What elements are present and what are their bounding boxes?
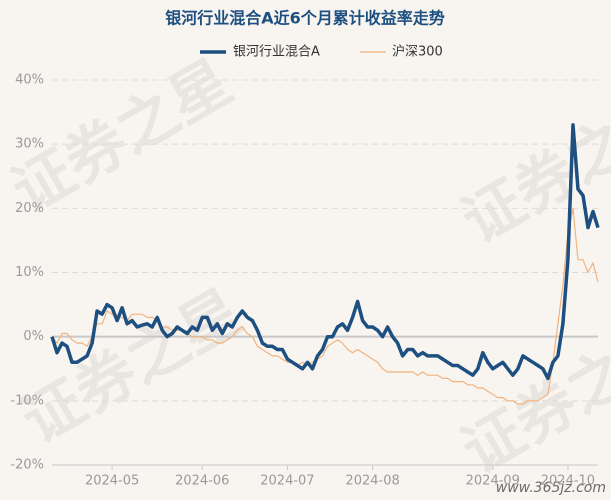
series-line	[50, 123, 600, 381]
y-tick-label: -20%	[10, 458, 44, 473]
y-tick-label: 10%	[15, 265, 44, 280]
x-tick-label: 2024-05	[85, 474, 139, 489]
watermark: 证券之星	[451, 307, 611, 488]
watermark: 证券之星	[451, 77, 611, 258]
x-tick-label: 2024-09	[466, 474, 520, 489]
y-tick-label: -10%	[10, 393, 44, 408]
chart-title: 银河行业混合A近6个月累计收益率走势	[165, 9, 445, 28]
y-tick-label: 20%	[15, 201, 44, 216]
watermarks: 证券之星 证券之星 证券之星 证券之星	[1, 47, 611, 488]
legend-label: 银河行业混合A	[233, 45, 320, 60]
credit: www.365jz.com	[496, 480, 606, 496]
x-tick-label: 2024-06	[175, 474, 229, 489]
y-tick-label: 30%	[15, 137, 44, 152]
y-tick-label: 40%	[15, 73, 44, 88]
watermark: 证券之星	[11, 277, 254, 458]
y-tick-label: 0%	[23, 329, 44, 344]
x-tick-label: 2024-08	[345, 474, 399, 489]
x-tick-label: 2024-07	[260, 474, 314, 489]
series-line	[51, 207, 599, 405]
legend-label: 沪深300	[392, 44, 443, 60]
x-tick-label: 2024-10	[541, 474, 595, 489]
